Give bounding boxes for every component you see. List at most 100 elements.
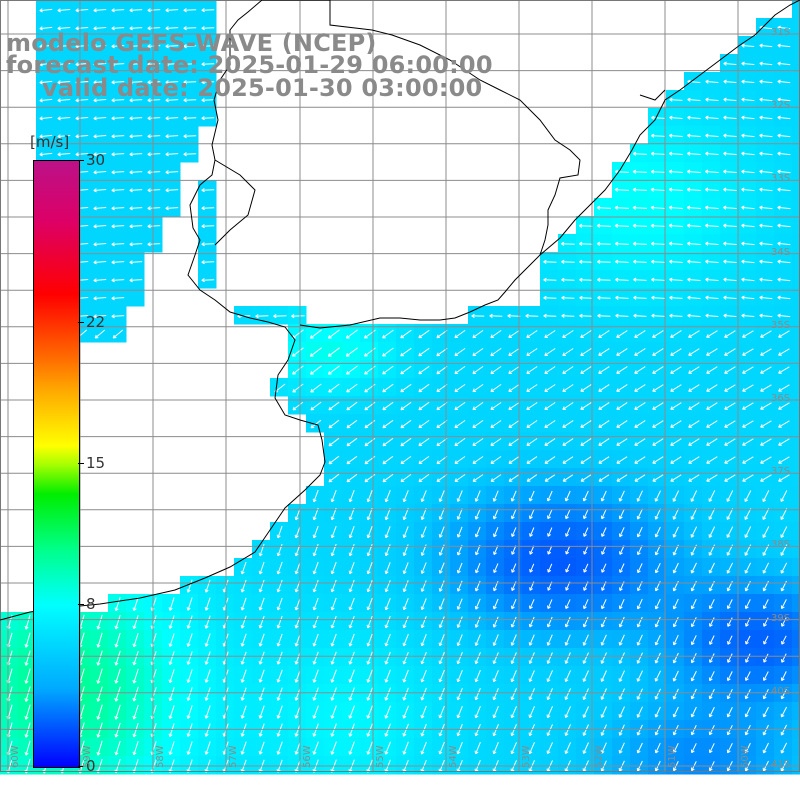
wind-arrow bbox=[636, 706, 643, 718]
wind-cell bbox=[198, 108, 217, 127]
wind-arrow bbox=[129, 80, 143, 85]
wind-cell bbox=[774, 198, 793, 217]
wind-arrow bbox=[348, 562, 355, 575]
wind-arrow bbox=[255, 314, 269, 319]
wind-arrow bbox=[726, 724, 733, 736]
wind-cell bbox=[180, 702, 199, 721]
wind-cell bbox=[468, 594, 487, 613]
wind-cell bbox=[648, 234, 667, 253]
wind-arrow bbox=[112, 329, 124, 339]
wind-cell bbox=[774, 306, 793, 325]
wind-arrow bbox=[510, 634, 517, 646]
wind-arrow bbox=[526, 438, 538, 446]
wind-cell bbox=[738, 666, 757, 685]
wind-arrow bbox=[759, 259, 773, 264]
wind-arrow bbox=[330, 651, 337, 665]
wind-cell bbox=[540, 306, 559, 325]
wind-cell bbox=[738, 54, 757, 73]
wind-arrow bbox=[384, 687, 391, 701]
wind-cell bbox=[522, 576, 541, 595]
wind-cell bbox=[702, 738, 721, 757]
wind-cell bbox=[414, 450, 433, 469]
wind-arrow bbox=[670, 402, 682, 410]
wind-arrow bbox=[759, 115, 773, 120]
wind-arrow bbox=[39, 8, 53, 13]
wind-arrow bbox=[366, 490, 373, 503]
wind-arrow bbox=[632, 151, 647, 156]
wind-arrow bbox=[312, 561, 319, 575]
wind-cell bbox=[774, 504, 793, 523]
wind-arrow bbox=[436, 474, 448, 482]
wind-cell bbox=[90, 738, 109, 757]
wind-cell bbox=[612, 450, 631, 469]
wind-arrow bbox=[762, 742, 769, 754]
wind-cell bbox=[486, 558, 505, 577]
wind-cell bbox=[540, 630, 559, 649]
wind-cell bbox=[522, 630, 541, 649]
wind-cell bbox=[108, 216, 127, 235]
wind-arrow bbox=[186, 669, 193, 683]
wind-arrow bbox=[596, 223, 611, 228]
wind-arrow bbox=[688, 384, 700, 392]
wind-arrow bbox=[39, 80, 53, 85]
wind-cell bbox=[342, 342, 361, 361]
wind-arrow bbox=[544, 384, 556, 392]
wind-cell bbox=[594, 324, 613, 343]
wind-arrow bbox=[330, 615, 337, 629]
wind-arrow bbox=[759, 223, 773, 228]
wind-arrow bbox=[129, 242, 143, 247]
wind-arrow bbox=[183, 116, 197, 121]
wind-cell bbox=[18, 648, 37, 667]
wind-cell bbox=[702, 198, 721, 217]
wind-cell bbox=[666, 468, 685, 487]
wind-arrow bbox=[93, 296, 107, 301]
wind-arrow bbox=[528, 634, 535, 646]
wind-cell bbox=[666, 90, 685, 109]
wind-cell bbox=[468, 756, 487, 775]
wind-arrow bbox=[39, 116, 53, 121]
wind-arrow bbox=[168, 597, 175, 611]
wind-cell bbox=[684, 396, 703, 415]
wind-arrow bbox=[508, 384, 520, 392]
wind-arrow bbox=[741, 205, 755, 210]
wind-arrow bbox=[454, 437, 466, 447]
wind-cell bbox=[90, 216, 109, 235]
wind-arrow bbox=[75, 134, 89, 139]
wind-cell bbox=[774, 450, 793, 469]
wind-cell bbox=[378, 540, 397, 559]
wind-cell bbox=[432, 648, 451, 667]
wind-cell bbox=[702, 450, 721, 469]
wind-cell bbox=[756, 540, 775, 559]
wind-cell bbox=[414, 738, 433, 757]
wind-arrow bbox=[672, 598, 679, 610]
wind-arrow bbox=[544, 402, 556, 410]
wind-cell bbox=[720, 54, 739, 73]
wind-cell bbox=[756, 360, 775, 379]
wind-arrow bbox=[726, 706, 733, 718]
wind-cell bbox=[774, 252, 793, 271]
wind-arrow bbox=[147, 80, 161, 85]
wind-cell bbox=[468, 630, 487, 649]
wind-cell bbox=[666, 612, 685, 631]
wind-arrow bbox=[618, 508, 625, 520]
wind-arrow bbox=[129, 8, 143, 13]
wind-arrow bbox=[75, 62, 89, 67]
wind-cell bbox=[558, 450, 577, 469]
wind-cell bbox=[792, 18, 800, 37]
wind-arrow bbox=[544, 348, 556, 356]
wind-cell bbox=[738, 342, 757, 361]
wind-cell bbox=[180, 108, 199, 127]
wind-cell bbox=[216, 738, 235, 757]
wind-cell bbox=[702, 576, 721, 595]
wind-cell bbox=[666, 522, 685, 541]
wind-arrow bbox=[780, 671, 787, 682]
coastline-uruguay bbox=[262, 0, 581, 329]
wind-arrow bbox=[744, 742, 751, 754]
wind-cell bbox=[432, 612, 451, 631]
wind-cell bbox=[216, 612, 235, 631]
wind-arrow bbox=[741, 115, 755, 120]
wind-arrow bbox=[436, 383, 448, 393]
wind-cell bbox=[162, 648, 181, 667]
wind-cell bbox=[378, 738, 397, 757]
wind-cell bbox=[522, 486, 541, 505]
